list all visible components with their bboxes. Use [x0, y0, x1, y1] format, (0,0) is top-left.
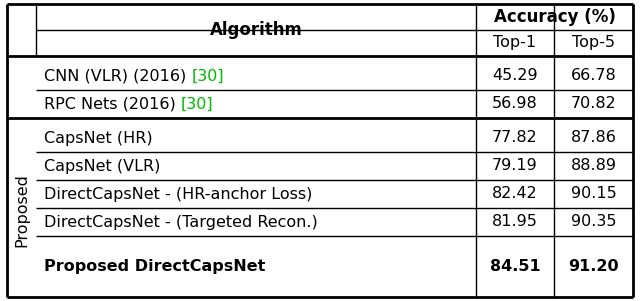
Text: 82.42: 82.42	[492, 187, 538, 201]
Text: CapsNet (VLR): CapsNet (VLR)	[44, 159, 161, 173]
Text: CapsNet (HR): CapsNet (HR)	[44, 131, 152, 145]
Text: 79.19: 79.19	[492, 159, 538, 173]
Text: Accuracy (%): Accuracy (%)	[493, 8, 616, 26]
Text: Algorithm: Algorithm	[209, 21, 303, 39]
Text: 84.51: 84.51	[490, 259, 540, 274]
Text: RPC Nets (2016): RPC Nets (2016)	[44, 97, 181, 111]
Text: 70.82: 70.82	[571, 97, 616, 111]
Text: 56.98: 56.98	[492, 97, 538, 111]
Text: 45.29: 45.29	[492, 69, 538, 83]
Text: CNN (VLR) (2016): CNN (VLR) (2016)	[44, 69, 191, 83]
Text: DirectCapsNet - (HR-anchor Loss): DirectCapsNet - (HR-anchor Loss)	[44, 187, 312, 201]
Text: Top-5: Top-5	[572, 36, 615, 51]
Text: Top-1: Top-1	[493, 36, 536, 51]
Text: 87.86: 87.86	[571, 131, 616, 145]
Text: 88.89: 88.89	[570, 159, 616, 173]
Text: Proposed DirectCapsNet: Proposed DirectCapsNet	[44, 259, 266, 274]
Text: 77.82: 77.82	[492, 131, 538, 145]
Text: [30]: [30]	[191, 69, 224, 83]
Text: 91.20: 91.20	[568, 259, 619, 274]
Text: 90.35: 90.35	[571, 215, 616, 229]
Text: Proposed: Proposed	[14, 174, 29, 247]
Text: [30]: [30]	[181, 97, 214, 111]
Text: DirectCapsNet - (Targeted Recon.): DirectCapsNet - (Targeted Recon.)	[44, 215, 317, 229]
Text: 66.78: 66.78	[571, 69, 616, 83]
Text: 81.95: 81.95	[492, 215, 538, 229]
Text: 90.15: 90.15	[571, 187, 616, 201]
